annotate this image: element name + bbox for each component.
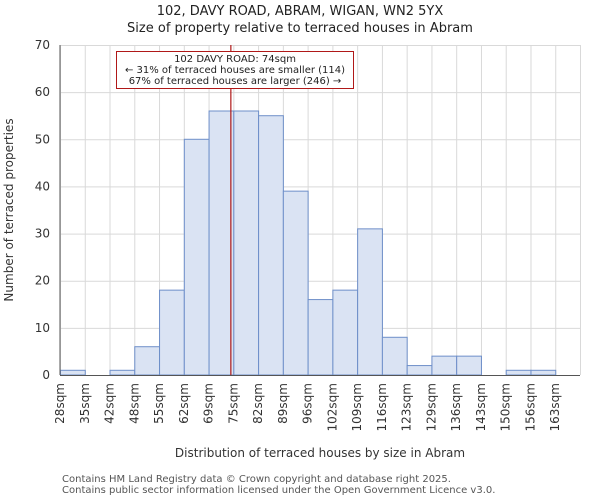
x-tick-label: 89sqm: [276, 383, 290, 424]
x-tick-label: 55sqm: [152, 383, 166, 424]
x-tick-label: 82sqm: [251, 383, 265, 424]
x-tick-label: 150sqm: [499, 383, 513, 431]
histogram-bar: [307, 299, 334, 376]
histogram-bar: [258, 115, 284, 376]
x-tick-label: 75sqm: [226, 383, 240, 424]
y-tick-label: 70: [35, 38, 50, 52]
x-tick-label: 123sqm: [400, 383, 414, 431]
y-tick-label: 50: [35, 132, 50, 146]
x-tick-label: 48sqm: [127, 383, 141, 424]
y-tick-label: 10: [35, 321, 50, 335]
x-tick-label: 136sqm: [449, 383, 463, 431]
y-tick-label: 0: [42, 368, 50, 382]
histogram-bar: [282, 190, 309, 376]
histogram-bar: [505, 369, 532, 376]
chart-title-line1: 102, DAVY ROAD, ABRAM, WIGAN, WN2 5YX: [156, 4, 444, 19]
marker-annotation: 102 DAVY ROAD: 74sqm ← 31% of terraced h…: [116, 51, 354, 89]
y-tick-label: 60: [35, 85, 50, 99]
x-tick-label: 96sqm: [301, 383, 315, 424]
y-axis-label: Number of terraced properties: [2, 118, 16, 301]
histogram-bar: [431, 355, 458, 376]
y-tick-label: 20: [35, 274, 50, 288]
histogram-bar: [109, 369, 136, 376]
histogram-bar: [406, 365, 433, 376]
y-tick-label: 40: [35, 179, 50, 193]
histogram-bar: [134, 346, 161, 376]
footer-licence: Contains public sector information licen…: [62, 485, 496, 496]
x-tick-label: 116sqm: [375, 383, 389, 431]
chart-title-line2: Size of property relative to terraced ho…: [127, 21, 473, 36]
x-tick-label: 143sqm: [474, 383, 488, 431]
x-axis-label: Distribution of terraced houses by size …: [175, 446, 465, 460]
y-tick-label: 30: [35, 227, 50, 241]
x-tick-label: 42sqm: [103, 383, 117, 424]
x-tick-label: 69sqm: [202, 383, 216, 424]
histogram-bar: [332, 289, 359, 376]
histogram-bar: [381, 336, 408, 376]
x-tick-label: 35sqm: [78, 383, 92, 424]
annotation-line3: 67% of terraced houses are larger (246) …: [128, 76, 342, 87]
histogram-bar: [183, 138, 210, 376]
x-tick-label: 102sqm: [325, 383, 339, 431]
histogram-bar: [357, 228, 383, 376]
histogram-bar: [208, 110, 235, 376]
annotation-line1: 102 DAVY ROAD: 74sqm: [174, 54, 296, 65]
x-tick-label: 156sqm: [523, 383, 537, 431]
histogram-bar: [530, 369, 557, 376]
x-tick-label: 28sqm: [53, 383, 67, 424]
histogram-bar: [233, 110, 260, 376]
x-tick-label: 163sqm: [548, 383, 562, 431]
histogram-bar: [456, 355, 482, 376]
x-tick-label: 109sqm: [350, 383, 364, 431]
annotation-line2: ← 31% of terraced houses are smaller (11…: [124, 65, 346, 76]
x-tick-label: 129sqm: [424, 383, 438, 431]
x-tick-label: 62sqm: [177, 383, 191, 424]
histogram-bar: [60, 369, 86, 376]
histogram-bar: [159, 289, 185, 376]
footer-copyright: Contains HM Land Registry data © Crown c…: [62, 474, 451, 485]
